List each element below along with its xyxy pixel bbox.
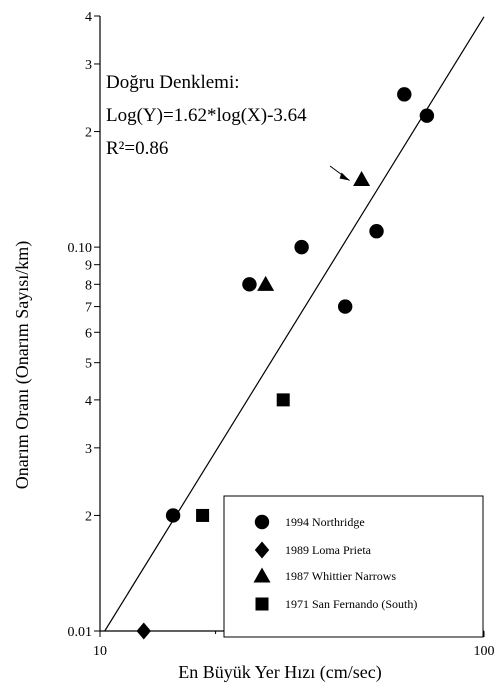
annotation-arrowhead xyxy=(339,172,350,181)
y-tick-label: 7 xyxy=(85,301,92,316)
x-tick-label: 100 xyxy=(474,644,495,659)
legend: 1994 Northridge 1989 Loma Prieta 1987 Whit… xyxy=(223,495,484,638)
y-axis-title: Onarım Oranı (Onarım Sayısı/km) xyxy=(12,241,33,489)
equation-annotation: Doğru Denklemi: Log(Y)=1.62*log(X)-3.64 R²… xyxy=(106,72,350,181)
circle-marker xyxy=(419,108,435,123)
triangle-marker xyxy=(257,275,275,291)
y-tick-label: 2 xyxy=(85,126,92,141)
legend-diamond-icon xyxy=(254,541,270,559)
y-tick-label: 8 xyxy=(85,278,92,293)
y-tick-label: 4 xyxy=(85,10,92,25)
equation-formula: Log(Y)=1.62*log(X)-3.64 xyxy=(106,105,307,126)
circle-marker xyxy=(397,87,412,102)
circle-marker xyxy=(369,224,384,239)
equation-title: Doğru Denklemi: xyxy=(106,72,240,93)
triangle-marker xyxy=(353,171,371,187)
tick-marks: 0.01 2 3 4 5 6 7 8 9 0.10 2 3 4 10 100 xyxy=(68,10,495,659)
legend-triangle-icon xyxy=(253,567,271,583)
y-tick-label: 0.01 xyxy=(68,625,93,640)
y-tick-label: 9 xyxy=(85,259,92,274)
y-tick-label: 6 xyxy=(85,326,92,341)
circle-marker xyxy=(165,508,181,523)
data-points xyxy=(136,87,435,640)
legend-label: 1989 Loma Prieta xyxy=(285,543,372,557)
x-axis-title: En Büyük Yer Hızı (cm/sec) xyxy=(178,662,381,683)
square-marker xyxy=(196,508,210,522)
circle-marker xyxy=(337,299,353,314)
square-marker xyxy=(276,393,290,407)
legend-label: 1994 Northridge xyxy=(285,515,365,529)
y-tick-label: 3 xyxy=(85,58,92,73)
legend-circle-icon xyxy=(254,514,270,530)
circle-marker xyxy=(294,239,309,255)
y-tick-label: 3 xyxy=(85,442,92,457)
y-tick-label: 4 xyxy=(85,394,92,409)
axis-titles: En Büyük Yer Hızı (cm/sec) Onarım Oranı (… xyxy=(12,241,382,683)
equation-r-squared: R²=0.86 xyxy=(106,138,168,159)
y-tick-label: 0.10 xyxy=(68,241,93,256)
diamond-marker xyxy=(136,622,151,640)
legend-label: 1971 San Fernando (South) xyxy=(285,597,417,611)
circle-marker xyxy=(242,277,257,292)
legend-square-icon xyxy=(255,597,269,611)
legend-label: 1987 Whittier Narrows xyxy=(285,569,396,583)
y-tick-label: 2 xyxy=(85,509,92,524)
x-tick-label: 10 xyxy=(93,644,107,659)
y-tick-label: 5 xyxy=(85,357,92,372)
